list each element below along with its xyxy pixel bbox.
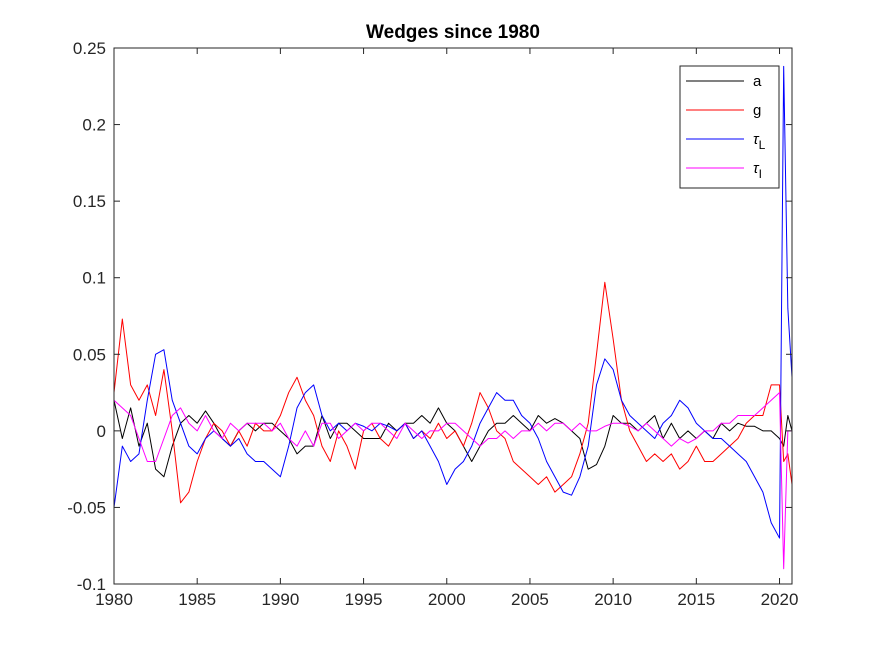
x-tick-label: 1990 [261,590,299,609]
legend-label-subscript: I [759,167,762,181]
x-tick-label: 2005 [511,590,549,609]
plot-area [114,48,792,584]
legend-label-1: g [753,102,761,119]
legend-label-3: τI [753,160,762,181]
series-line-3 [113,392,792,570]
y-tick-label: 0.25 [73,39,106,58]
x-tick-label: 2010 [594,590,632,609]
legend-label-base: τ [753,131,760,148]
axes-box [113,47,793,585]
series-lines [113,65,793,570]
chart-title: Wedges since 1980 [366,22,540,43]
legend-label-2: τL [753,131,766,152]
series-line-1 [113,281,793,504]
legend-label-0: a [753,73,762,90]
legend-label-base: a [753,73,762,90]
y-tick-label: 0.05 [73,345,106,364]
x-tick-label: 2020 [761,590,799,609]
y-tick-label: 0.2 [82,116,106,135]
y-tick-label: 0.15 [73,192,106,211]
x-tick-label: 1985 [178,590,216,609]
x-tick-label: 2000 [428,590,466,609]
legend-label-base: τ [753,160,760,177]
y-tick-label: -0.1 [77,575,106,594]
x-axis: 1980 1985 1990 1995 2000 2005 2010 2015 2020 [95,48,798,609]
legend-label-subscript: L [759,138,766,152]
y-tick-label: 0.1 [82,269,106,288]
x-tick-label: 1980 [95,590,133,609]
y-tick-label: -0.05 [67,498,106,517]
legend-box [679,65,780,189]
legend-label-base: g [753,102,761,119]
series-line-2 [113,65,793,539]
x-tick-label: 2015 [677,590,715,609]
x-tick-label: 1995 [345,590,383,609]
y-tick-label: 0 [97,422,106,441]
y-axis: -0.1 -0.05 0 0.05 0.1 0.15 0.2 0.25 [67,39,792,594]
